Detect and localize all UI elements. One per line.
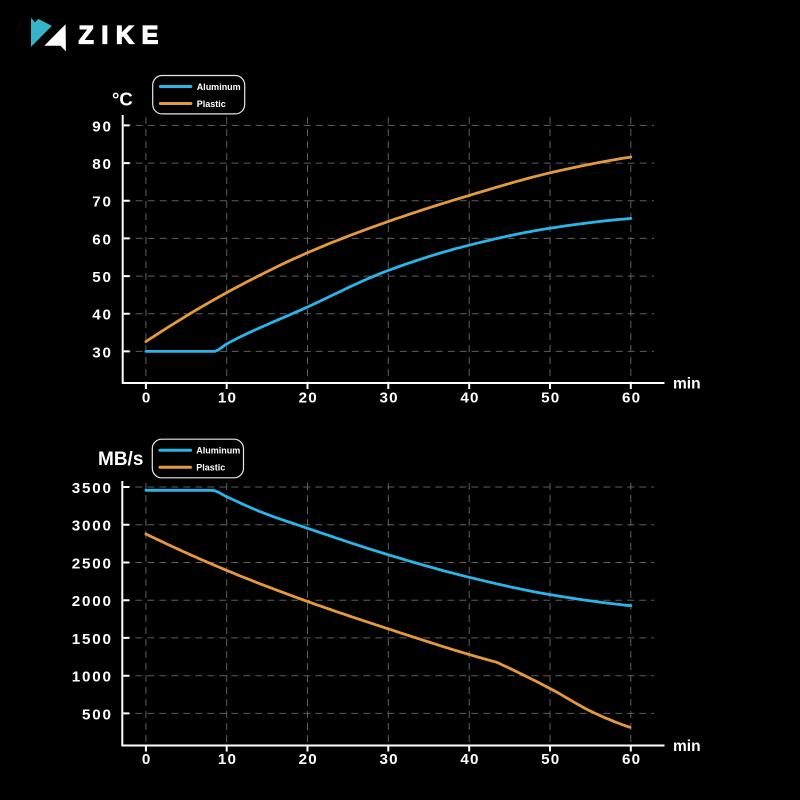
svg-text:Aluminum: Aluminum (197, 82, 241, 92)
svg-text:80: 80 (92, 156, 113, 173)
svg-text:MB/s: MB/s (98, 449, 143, 470)
svg-text:1500: 1500 (72, 631, 113, 648)
svg-text:ZIKE: ZIKE (79, 22, 166, 50)
svg-text:2500: 2500 (72, 555, 113, 572)
svg-text:Plastic: Plastic (197, 99, 226, 109)
svg-text:50: 50 (541, 751, 560, 768)
svg-text:30: 30 (379, 390, 398, 407)
svg-text:min: min (673, 738, 701, 755)
svg-text:50: 50 (541, 390, 560, 407)
svg-text:90: 90 (92, 118, 113, 135)
svg-text:30: 30 (379, 751, 398, 768)
svg-text:10: 10 (218, 390, 237, 407)
svg-text:0: 0 (142, 751, 152, 768)
svg-text:0: 0 (142, 390, 152, 407)
svg-text:Plastic: Plastic (196, 463, 225, 473)
svg-text:30: 30 (92, 344, 113, 361)
svg-text:Aluminum: Aluminum (196, 446, 240, 456)
svg-text:60: 60 (622, 390, 641, 407)
svg-text:20: 20 (299, 751, 318, 768)
svg-text:3000: 3000 (72, 518, 113, 535)
svg-text:40: 40 (460, 751, 479, 768)
svg-text:500: 500 (82, 706, 113, 723)
svg-text:10: 10 (218, 751, 237, 768)
svg-text:50: 50 (92, 269, 113, 286)
svg-text:60: 60 (622, 751, 641, 768)
svg-text:min: min (673, 375, 701, 392)
svg-text:°C: °C (112, 89, 133, 110)
svg-text:3500: 3500 (72, 480, 113, 497)
svg-text:2000: 2000 (72, 593, 113, 610)
svg-text:40: 40 (460, 390, 479, 407)
svg-text:60: 60 (92, 231, 113, 248)
svg-text:1000: 1000 (72, 669, 113, 686)
svg-text:40: 40 (92, 307, 113, 324)
svg-text:20: 20 (299, 390, 318, 407)
svg-text:70: 70 (92, 194, 113, 211)
